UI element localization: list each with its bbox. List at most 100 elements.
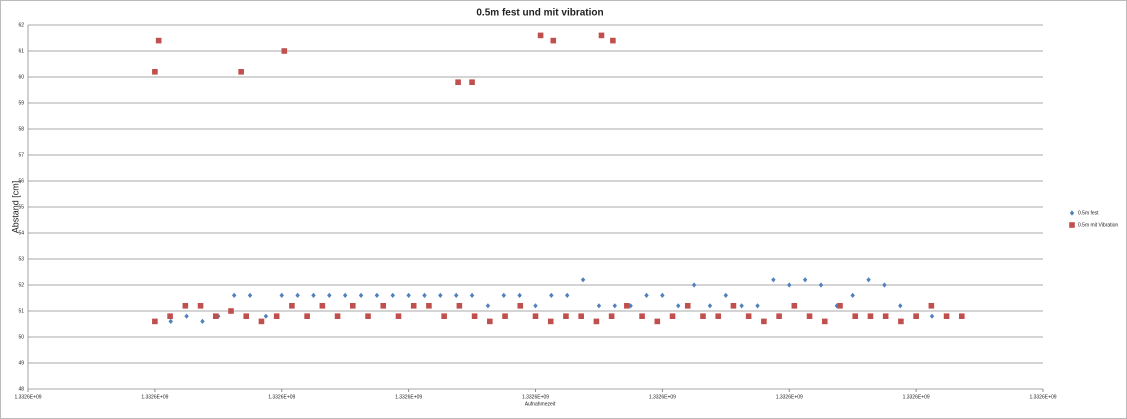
legend-marker: [1069, 222, 1075, 228]
point: [730, 303, 737, 309]
point: [231, 292, 237, 298]
point: [563, 313, 569, 319]
point: [184, 313, 189, 319]
point: [281, 48, 288, 54]
point: [358, 292, 364, 298]
point: [928, 303, 935, 309]
point: [238, 69, 244, 75]
point: [182, 303, 189, 309]
point: [295, 292, 300, 298]
point: [212, 313, 219, 319]
legend-label: 0.5m mit Vibration: [1078, 222, 1118, 228]
x-axis-label: Aufnahmezeit: [525, 401, 556, 407]
point: [598, 32, 605, 39]
y-tick-label: 53: [18, 256, 24, 262]
point: [882, 282, 887, 288]
point: [502, 313, 508, 319]
point: [273, 313, 280, 319]
y-tick-label: 48: [18, 386, 24, 392]
point: [243, 313, 250, 319]
point: [898, 318, 904, 325]
point: [739, 303, 744, 309]
point: [168, 318, 173, 324]
point: [639, 313, 645, 319]
point: [723, 292, 729, 298]
point: [469, 292, 475, 298]
point: [676, 303, 681, 309]
point: [501, 292, 506, 298]
point: [660, 292, 665, 298]
point: [197, 303, 204, 309]
y-tick-label: 57: [18, 152, 24, 158]
point: [247, 292, 253, 298]
x-tick-label: 1.3326E+09: [141, 394, 168, 400]
point: [943, 313, 950, 319]
point: [755, 303, 760, 309]
point: [469, 79, 475, 85]
point: [612, 303, 617, 309]
point: [533, 303, 538, 309]
y-tick-label: 51: [18, 308, 24, 314]
point: [517, 292, 522, 298]
point: [426, 303, 432, 309]
point: [517, 303, 524, 309]
point: [454, 292, 459, 298]
point: [228, 308, 234, 314]
point: [959, 313, 965, 319]
y-tick-label: 52: [18, 282, 24, 288]
x-tick-label: 1.3326E+09: [268, 394, 295, 400]
y-tick-label: 50: [18, 334, 24, 340]
point: [395, 313, 402, 319]
point: [867, 313, 874, 319]
point: [438, 292, 443, 298]
point: [532, 313, 539, 319]
point: [152, 318, 158, 325]
y-tick-label: 49: [18, 360, 24, 366]
y-tick-label: 55: [18, 204, 24, 210]
y-tick-label: 61: [18, 48, 24, 54]
point: [850, 292, 855, 298]
point: [350, 303, 356, 309]
point: [684, 303, 691, 309]
point: [654, 318, 661, 325]
x-tick-label: 1.3326E+09: [14, 394, 41, 400]
point: [550, 37, 557, 44]
point: [155, 37, 162, 44]
point: [882, 313, 889, 319]
point: [898, 303, 903, 309]
point: [380, 303, 387, 309]
point: [644, 292, 649, 298]
point: [410, 303, 417, 309]
x-tick-label: 1.3326E+09: [649, 394, 676, 400]
point: [821, 318, 828, 325]
point: [342, 292, 348, 298]
point: [771, 277, 776, 283]
point: [852, 313, 859, 319]
point: [455, 79, 461, 85]
point: [485, 303, 491, 309]
x-tick-label: 1.3326E+09: [395, 394, 422, 400]
point: [471, 313, 478, 319]
point: [537, 32, 544, 39]
point: [791, 303, 798, 309]
point: [289, 303, 295, 309]
point: [745, 313, 752, 319]
point: [578, 313, 584, 319]
x-tick-label: 1.3326E+09: [903, 394, 930, 400]
point: [596, 303, 602, 309]
point: [390, 292, 395, 298]
chart-title: 0.5m fest und mit vibration: [476, 8, 603, 19]
y-tick-label: 56: [18, 178, 24, 184]
y-axis-label: Abstand [cm]: [10, 181, 20, 234]
point: [319, 303, 326, 309]
point: [549, 292, 554, 298]
point: [691, 282, 697, 288]
point: [304, 313, 310, 319]
point: [422, 292, 427, 298]
point: [311, 292, 316, 298]
point: [929, 313, 935, 319]
point: [776, 313, 782, 319]
point: [624, 303, 630, 309]
point: [610, 37, 616, 44]
